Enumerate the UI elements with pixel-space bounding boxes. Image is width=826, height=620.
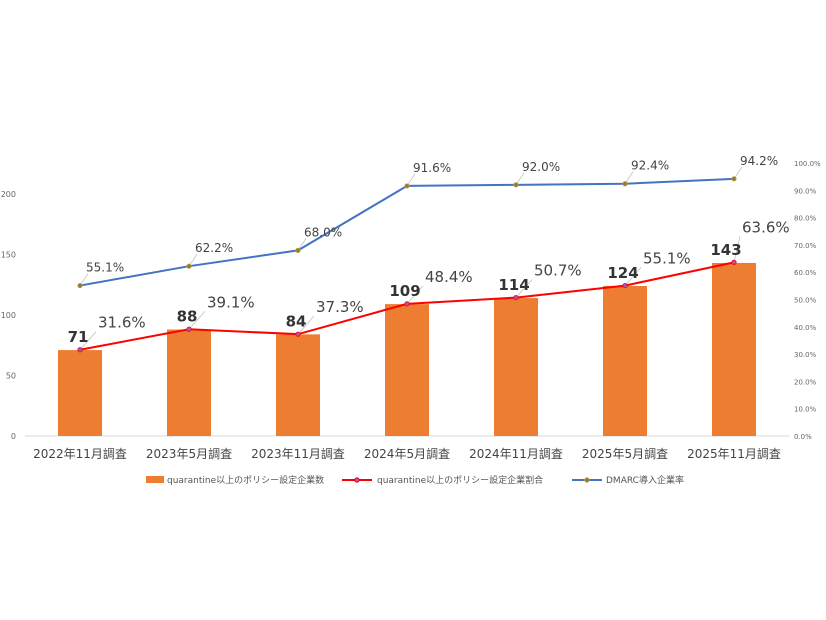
x-axis-category-label: 2024年11月調査 (469, 447, 563, 461)
quarantine-ratio-point (623, 283, 627, 287)
left-axis-tick-label: 0 (11, 432, 16, 441)
dmarc-rate-label: 92.4% (631, 159, 669, 173)
right-axis-tick-label: 10.0% (794, 406, 817, 414)
category-labels: 2022年11月調査 2023年5月調査 2023年11月調査 2024年5月調査 20… (33, 447, 781, 461)
quarantine-ratio-point (732, 260, 736, 264)
quarantine-ratio-label: 37.3% (316, 298, 364, 316)
right-axis-tick-label: 70.0% (794, 242, 817, 250)
bar-value-label: 124 (607, 264, 638, 282)
legend-label-bar: quarantine以上のポリシー設定企業数 (167, 474, 324, 486)
bar (58, 350, 102, 436)
quarantine-ratio-label: 31.6% (98, 314, 146, 332)
quarantine-ratio-point (514, 295, 518, 299)
right-axis-tick-label: 30.0% (794, 351, 817, 359)
quarantine-ratio-label: 48.4% (425, 268, 473, 286)
bar-value-label: 109 (389, 282, 420, 300)
right-axis-tick-label: 50.0% (794, 297, 817, 305)
dmarc-point (405, 184, 409, 188)
dmarc-rate-label: 55.1% (86, 261, 124, 275)
dmarc-point (623, 182, 627, 186)
bar-value-label: 84 (286, 312, 307, 330)
dmarc-rate-label: 62.2% (195, 241, 233, 255)
right-axis-tick-label: 40.0% (794, 324, 817, 332)
bar (712, 263, 756, 436)
legend-label-ratio: quarantine以上のポリシー設定企業割合 (377, 474, 543, 486)
quarantine-ratio-label: 50.7% (534, 262, 582, 280)
dmarc-rate-label: 92.0% (522, 160, 560, 174)
right-axis-tick-label: 60.0% (794, 269, 817, 277)
bar-value-label: 114 (498, 276, 529, 294)
x-axis-category-label: 2022年11月調査 (33, 447, 127, 461)
chart: 0 50 100 150 200 0.0% 10.0% 20.0% 30.0% 40.0% 50.… (0, 0, 826, 620)
left-axis-tick-label: 200 (1, 190, 16, 199)
right-axis-tick-label: 100.0% (794, 160, 821, 168)
quarantine-ratio-point (78, 348, 82, 352)
right-axis-tick-label: 0.0% (794, 433, 812, 441)
dmarc-point (732, 177, 736, 181)
dmarc-point (78, 283, 82, 287)
right-axis-tick-label: 20.0% (794, 378, 817, 386)
left-axis-tick-label: 100 (1, 311, 16, 320)
bar-value-label: 143 (710, 241, 741, 259)
bar (385, 304, 429, 436)
legend: quarantine以上のポリシー設定企業数 quarantine以上のポリシー設… (146, 474, 684, 486)
right-axis-tick-label: 80.0% (794, 215, 817, 223)
dmarc-point (514, 183, 518, 187)
left-axis-tick-label: 150 (1, 251, 16, 260)
legend-label-dmarc: DMARC導入企業率 (606, 474, 684, 486)
x-axis-category-label: 2024年5月調査 (364, 447, 450, 461)
x-axis-category-label: 2025年11月調査 (687, 447, 781, 461)
legend-marker-ratio (355, 478, 359, 482)
dmarc-rate-label: 68.0% (304, 225, 342, 239)
quarantine-ratio-label: 63.6% (742, 218, 790, 236)
bar-value-label: 88 (177, 308, 198, 326)
bar (167, 330, 211, 436)
left-axis-tick-label: 50 (6, 372, 16, 381)
dmarc-rate-label: 94.2% (740, 154, 778, 168)
quarantine-ratio-point (296, 332, 300, 336)
right-axis-tick-label: 90.0% (794, 187, 817, 195)
x-axis-category-label: 2023年5月調査 (146, 447, 232, 461)
left-axis-ticks: 0 50 100 150 200 (1, 190, 16, 441)
bar (276, 334, 320, 436)
x-axis-category-label: 2025年5月調査 (582, 447, 668, 461)
right-axis-ticks: 0.0% 10.0% 20.0% 30.0% 40.0% 50.0% 60.0% 70.0% 8… (794, 160, 821, 441)
bar (494, 298, 538, 436)
bar (603, 286, 647, 436)
legend-swatch-bar (146, 476, 164, 483)
quarantine-ratio-label: 55.1% (643, 250, 691, 268)
dmarc-rate-label: 91.6% (413, 161, 451, 175)
quarantine-ratio-point (405, 302, 409, 306)
x-axis-category-label: 2023年11月調査 (251, 447, 345, 461)
bar-value-label: 71 (68, 328, 89, 346)
legend-marker-dmarc (585, 478, 589, 482)
dmarc-point (296, 248, 300, 252)
quarantine-ratio-label: 39.1% (207, 293, 255, 311)
quarantine-ratio-point (187, 327, 191, 331)
dmarc-point (187, 264, 191, 268)
